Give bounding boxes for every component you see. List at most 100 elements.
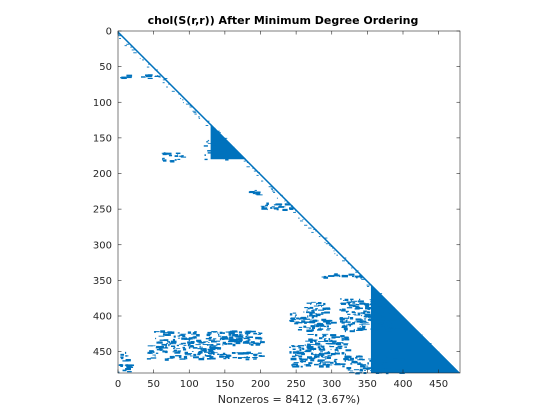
nz-block-11 [339, 298, 342, 300]
nz-block-16 [320, 353, 327, 355]
nz-block-18 [383, 355, 387, 358]
nz-near-diagonal [308, 227, 312, 229]
nz-near-diagonal [198, 116, 200, 118]
nz-near-diagonal [226, 142, 230, 144]
nz-block-15 [243, 356, 251, 359]
nz-block-2 [235, 153, 241, 155]
nz-block-18 [402, 364, 406, 367]
nz-block-2 [225, 158, 229, 161]
nz-block-14 [154, 354, 156, 357]
nz-block-18 [375, 370, 378, 373]
nz-block-11 [399, 321, 405, 323]
nz-block-13 [307, 333, 314, 335]
nz-near-diagonal [146, 66, 150, 68]
nz-near-diagonal [270, 187, 275, 189]
nz-block-16 [319, 359, 325, 362]
nz-near-diagonal [182, 99, 184, 101]
nz-block-18 [378, 356, 382, 360]
nz-block-1 [147, 74, 153, 76]
nz-block-9 [303, 318, 305, 320]
nz-block-12 [244, 333, 248, 335]
nz-block-14 [209, 346, 212, 348]
nz-block-16 [345, 353, 346, 356]
nz-block-11 [389, 326, 390, 330]
nz-near-diagonal [290, 206, 292, 208]
nz-block-3 [168, 154, 173, 157]
nz-block-16 [318, 347, 322, 351]
nz-block-3 [181, 155, 184, 157]
nz-block-12 [172, 338, 176, 342]
nz-block-8 [317, 304, 324, 306]
nz-block-10 [318, 328, 324, 330]
nz-block-11 [349, 324, 352, 327]
nz-block-12 [183, 342, 186, 345]
nz-block-13 [313, 339, 316, 342]
nz-block-2 [223, 151, 227, 153]
nz-near-diagonal [234, 150, 238, 152]
nz-block-12 [239, 334, 242, 337]
nz-block-15 [226, 354, 232, 357]
nz-block-2 [222, 155, 229, 158]
nz-block-16 [322, 363, 326, 366]
nz-block-18 [392, 363, 394, 365]
nz-block-11 [394, 307, 395, 310]
nz-block-12 [219, 338, 222, 341]
nz-block-16 [325, 365, 330, 368]
nz-block-2 [215, 147, 220, 150]
nz-block-11 [341, 321, 345, 324]
nz-block-12 [220, 337, 223, 340]
nz-block-7 [336, 274, 339, 277]
nz-block-18 [383, 358, 389, 360]
nz-block-11 [363, 318, 367, 320]
nz-block-13 [327, 342, 333, 345]
nz-block-12 [238, 337, 243, 339]
nz-block-15 [219, 355, 225, 358]
nz-near-diagonal [440, 361, 443, 363]
nz-block-2 [207, 152, 214, 154]
nz-near-diagonal [154, 69, 158, 71]
nz-block-11 [352, 302, 356, 304]
nz-block-16 [291, 345, 296, 348]
nz-block-16 [305, 364, 310, 367]
nz-block-16 [301, 360, 304, 363]
nz-block-15 [242, 352, 249, 355]
nz-block-2 [219, 156, 222, 157]
nz-near-diagonal [361, 278, 365, 280]
nz-block-16 [300, 365, 303, 368]
nz-block-16 [291, 345, 295, 346]
nz-block-11 [339, 308, 341, 311]
x-tick-label: 250 [287, 379, 306, 390]
nz-block-14 [204, 351, 206, 353]
nz-near-diagonal [420, 334, 423, 336]
nz-block-16 [318, 352, 321, 355]
nz-block-3 [177, 154, 179, 156]
nz-block-17 [120, 357, 124, 360]
nz-block-11 [341, 326, 346, 329]
nz-block-14 [192, 347, 198, 349]
nz-block-12 [228, 331, 235, 334]
nz-block-14 [209, 346, 216, 349]
nz-block-11 [343, 324, 345, 327]
nz-block-14 [164, 346, 168, 349]
nz-block-18 [353, 369, 360, 371]
nz-block-5 [273, 204, 280, 206]
nz-block-3 [161, 158, 163, 161]
nz-near-diagonal [243, 160, 246, 162]
nz-near-diagonal [213, 127, 216, 129]
nz-block-11 [358, 298, 361, 301]
nz-block-12 [195, 344, 201, 346]
nz-block-17 [124, 364, 130, 366]
nz-block-18 [355, 357, 358, 359]
nz-block-1 [141, 76, 146, 78]
nz-block-5 [276, 208, 279, 211]
y-tick-label: 400 [93, 312, 112, 323]
nz-block-15 [237, 357, 245, 359]
nz-block-14 [150, 357, 157, 359]
nz-block-12 [201, 342, 206, 344]
nz-near-diagonal [268, 186, 272, 188]
nz-near-diagonal [252, 167, 255, 169]
nz-block-13 [323, 338, 326, 341]
nz-block-18 [392, 370, 399, 373]
nz-block-10 [314, 324, 316, 326]
nz-block-12 [255, 336, 262, 340]
